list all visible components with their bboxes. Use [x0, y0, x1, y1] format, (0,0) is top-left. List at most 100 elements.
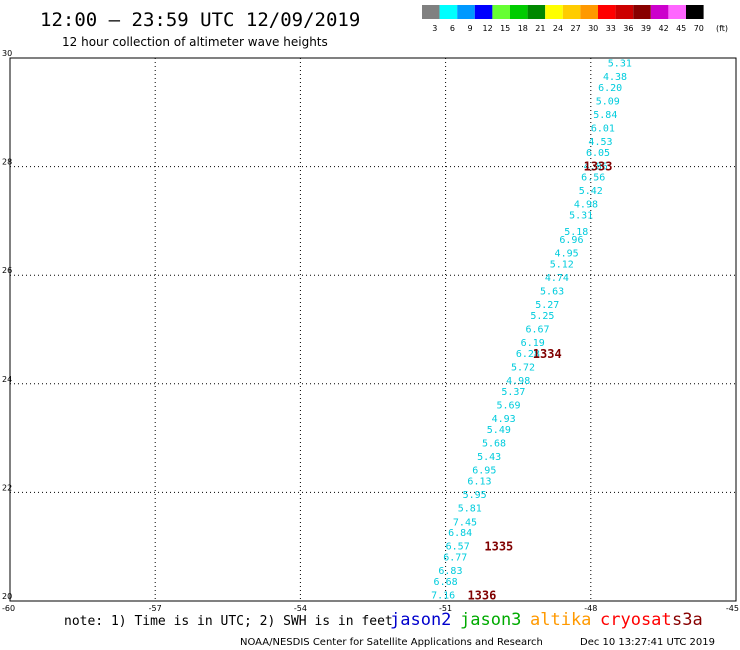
wave-height-label: 5.37 — [501, 387, 525, 398]
scale-swatch-12 — [474, 5, 493, 19]
wave-height-label: 4.38 — [603, 72, 627, 83]
scale-label-42: 42 — [659, 24, 669, 33]
wave-height-label: 6.95 — [472, 466, 496, 477]
wave-height-label: 6.68 — [434, 577, 458, 588]
wave-height-label: 4.74 — [545, 273, 569, 284]
wave-height-label: 5.31 — [569, 210, 593, 221]
pass-number-label: 1335 — [484, 540, 513, 554]
scale-label-24: 24 — [553, 24, 563, 33]
wave-height-label: 6.05 — [586, 148, 610, 159]
wave-height-label: 4.98 — [506, 376, 530, 387]
wave-height-label: 4.53 — [588, 137, 612, 148]
footer-timestamp: Dec 10 13:27:41 UTC 2019 — [580, 637, 715, 648]
satellite-cryosat: cryosat — [600, 610, 672, 630]
wave-height-label: 5.18 — [564, 227, 588, 238]
wave-height-label: 6.20 — [598, 83, 622, 94]
scale-swatch-9 — [457, 5, 475, 19]
chart-subtitle: 12 hour collection of altimeter wave hei… — [62, 35, 328, 49]
wave-height-label: 6.28 — [516, 349, 540, 360]
wave-height-label: 5.84 — [593, 110, 617, 121]
wave-height-label: 5.72 — [511, 363, 535, 374]
wave-height-label: 6.19 — [521, 338, 545, 349]
wave-height-label: 7.16 — [431, 591, 455, 602]
x-axis-tick-labels: -60 -57 -54 -51 -48 -45 — [2, 604, 739, 613]
wave-height-labels: 5.31 4.386.20 5.09 5.84 6.01 4.536.05 4.866.56… — [431, 58, 632, 601]
wave-height-label: 5.63 — [540, 286, 564, 297]
wave-height-label: 5.81 — [458, 504, 482, 515]
scale-swatch-30 — [580, 5, 598, 19]
y-tick-label: 30 — [2, 49, 12, 58]
grid-lines — [10, 58, 736, 601]
pass-number-label: 1336 — [467, 589, 496, 603]
wave-height-label: 6.01 — [591, 124, 615, 135]
scale-swatch-27 — [562, 5, 581, 19]
wave-height-label: 6.57 — [446, 542, 470, 553]
wave-height-label: 4.93 — [492, 414, 516, 425]
satellite-jason3: jason3 — [460, 610, 521, 630]
scale-swatch-15 — [492, 5, 510, 19]
plot-border — [9, 57, 737, 602]
scale-label-3: 3 — [432, 24, 437, 33]
scale-unit: (ft) — [716, 24, 728, 33]
scale-label-33: 33 — [606, 24, 616, 33]
x-tick-label: -57 — [149, 604, 162, 613]
wave-height-label: 5.12 — [550, 259, 574, 270]
wave-height-label: 5.27 — [535, 300, 559, 311]
scale-label-39: 39 — [641, 24, 651, 33]
scale-label-45: 45 — [676, 24, 686, 33]
scale-label-12: 12 — [483, 24, 493, 33]
x-tick-label: -48 — [584, 604, 597, 613]
wave-height-label: 5.69 — [496, 401, 520, 412]
wave-height-label: 6.13 — [467, 477, 491, 488]
wave-height-label: 6.77 — [443, 553, 467, 564]
scale-label-36: 36 — [623, 24, 633, 33]
scale-swatch-6 — [439, 5, 458, 19]
scale-label-6: 6 — [450, 24, 455, 33]
satellite-s3a: s3a — [672, 610, 703, 630]
x-tick-label: -51 — [439, 604, 452, 613]
wave-height-label: 5.43 — [477, 452, 501, 463]
satellite-altika: altika — [530, 610, 591, 630]
wave-height-label: 5.68 — [482, 439, 506, 450]
scale-label-9: 9 — [467, 24, 472, 33]
scale-label-15: 15 — [500, 24, 510, 33]
pass-number-labels: 1333 1334 1335 1336 — [467, 160, 612, 603]
satellite-legend: jason2 jason3 altika cryosat s3a — [390, 610, 703, 630]
scale-swatch-70 — [686, 5, 704, 19]
pass-number-label: 1334 — [533, 347, 562, 361]
scale-label-18: 18 — [518, 24, 528, 33]
pass-number-label: 1333 — [584, 160, 613, 174]
scale-swatch-18 — [510, 5, 528, 19]
wave-height-label: 7.45 — [453, 517, 477, 528]
scale-swatch-21 — [527, 5, 546, 19]
scale-swatch-24 — [545, 5, 563, 19]
scale-label-70: 70 — [694, 24, 704, 33]
scale-swatch-42 — [650, 5, 669, 19]
wave-height-label: 4.86 — [584, 162, 608, 173]
satellite-jason2: jason2 — [390, 610, 451, 630]
y-tick-label: 24 — [2, 375, 12, 384]
wave-height-label: 5.42 — [579, 186, 603, 197]
wave-height-label: 5.25 — [530, 311, 554, 322]
scale-label-30: 30 — [588, 24, 598, 33]
y-tick-label: 22 — [2, 483, 12, 492]
chart-title: 12:00 – 23:59 UTC 12/09/2019 — [40, 9, 360, 31]
wave-height-label: 5.95 — [463, 490, 487, 501]
y-tick-label: 28 — [2, 158, 12, 167]
wave-height-label: 4.98 — [574, 200, 598, 211]
wave-height-label: 5.09 — [596, 96, 620, 107]
footer-note: note: 1) Time is in UTC; 2) SWH is in fe… — [64, 614, 393, 629]
color-scale-legend: 3 6 9 12 15 18 21 24 27 30 33 36 39 42 45 70 — [422, 5, 704, 33]
scale-label-27: 27 — [571, 24, 581, 33]
scale-swatch-3 — [422, 5, 440, 19]
scale-swatch-33 — [598, 5, 616, 19]
y-tick-label: 26 — [2, 266, 12, 275]
x-tick-label: -54 — [294, 604, 307, 613]
x-tick-label: -45 — [726, 604, 739, 613]
scale-swatch-36 — [615, 5, 634, 19]
wave-height-label: 5.49 — [487, 425, 511, 436]
wave-height-label: 6.96 — [559, 235, 583, 246]
wave-height-label: 5.31 — [608, 58, 632, 69]
y-axis-tick-labels: 20 22 24 26 28 30 — [2, 49, 12, 601]
